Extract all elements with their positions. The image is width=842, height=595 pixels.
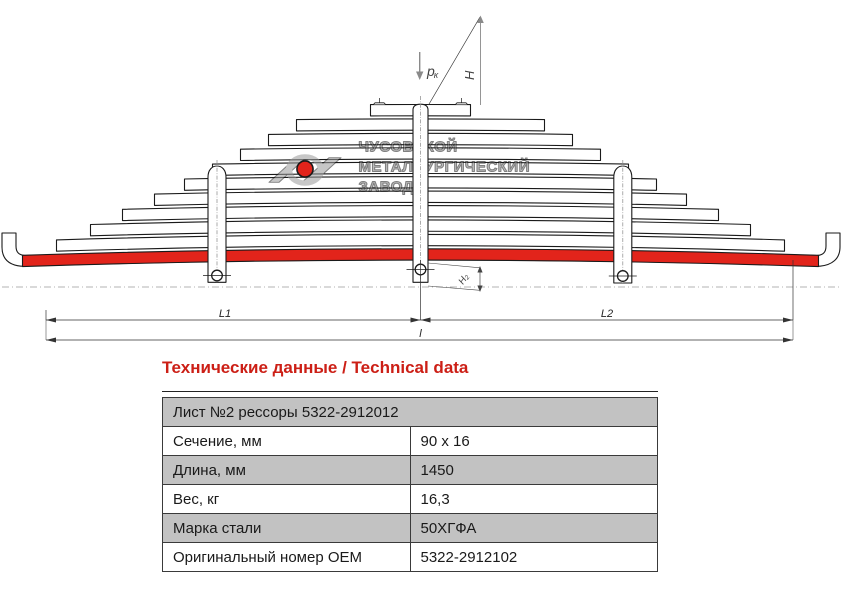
svg-text:ЗАВОД: ЗАВОД (359, 179, 414, 196)
svg-text:ЧУСОВСКОЙ: ЧУСОВСКОЙ (359, 138, 458, 156)
svg-text:L2: L2 (601, 308, 613, 320)
svg-text:H: H (462, 70, 477, 80)
svg-text:МЕТАЛЛУРГИЧЕСКИЙ: МЕТАЛЛУРГИЧЕСКИЙ (359, 158, 531, 176)
svg-text:L1: L1 (219, 308, 231, 320)
